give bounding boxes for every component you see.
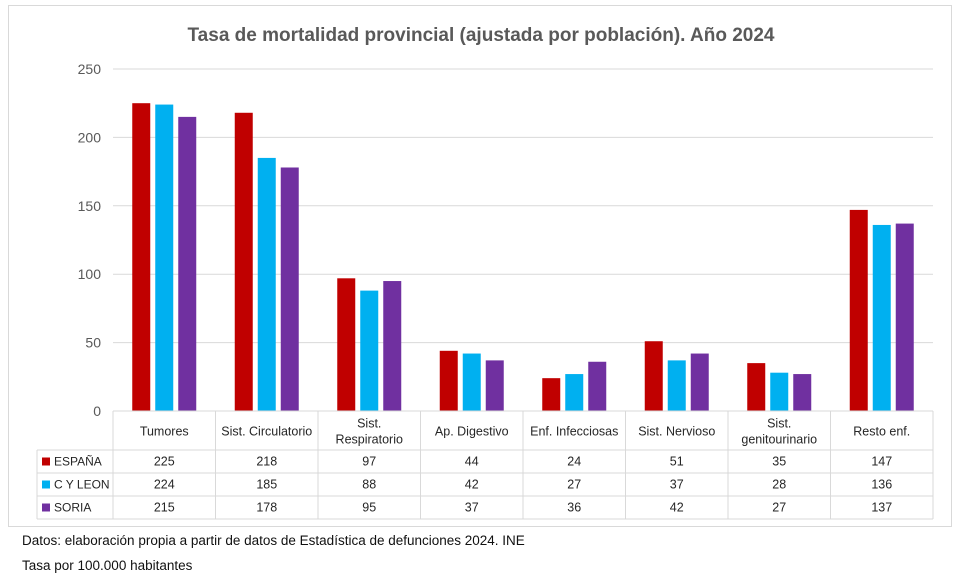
data-label: 97: [362, 455, 376, 469]
bar: [588, 361, 607, 411]
bar: [485, 360, 504, 411]
data-label: 44: [465, 455, 479, 469]
bar: [178, 116, 197, 411]
bar: [667, 360, 686, 411]
unit-note: Tasa por 100.000 habitantes: [22, 558, 193, 573]
category-label: genitourinario: [741, 433, 817, 447]
data-label: 27: [772, 501, 786, 515]
y-tick-label: 250: [78, 61, 102, 77]
bar: [155, 104, 174, 412]
category-label: Sist.: [357, 417, 381, 431]
category-label: Tumores: [140, 425, 189, 439]
data-label: 147: [871, 455, 892, 469]
data-label: 35: [772, 455, 786, 469]
bar: [747, 363, 766, 411]
category-label: Resto enf.: [853, 425, 910, 439]
y-tick-label: 100: [78, 266, 102, 282]
data-label: 36: [567, 501, 581, 515]
y-tick-label: 150: [78, 198, 102, 214]
legend-label: C Y LEON: [54, 478, 110, 492]
data-label: 88: [362, 478, 376, 492]
legend-key: [42, 503, 50, 512]
bar: [360, 290, 379, 411]
data-label: 42: [465, 478, 479, 492]
bar: [770, 372, 789, 411]
bar: [542, 378, 561, 411]
data-label: 42: [670, 501, 684, 515]
bar: [565, 374, 584, 411]
data-label: 178: [256, 501, 277, 515]
data-label: 28: [772, 478, 786, 492]
data-label: 218: [256, 455, 277, 469]
data-label: 37: [670, 478, 684, 492]
bar: [234, 112, 253, 411]
data-label: 24: [567, 455, 581, 469]
source-note: Datos: elaboración propia a partir de da…: [22, 533, 525, 548]
data-label: 224: [154, 478, 175, 492]
legend-label: SORIA: [54, 501, 91, 515]
category-label: Respiratorio: [336, 433, 403, 447]
bar: [337, 278, 356, 411]
bar: [132, 103, 151, 411]
chart-area: Tasa de mortalidad provincial (ajustada …: [8, 5, 952, 527]
data-label: 215: [154, 501, 175, 515]
category-label: Enf. Infecciosas: [530, 425, 618, 439]
data-label: 27: [567, 478, 581, 492]
bar: [849, 209, 868, 411]
data-label: 137: [871, 501, 892, 515]
bar: [895, 223, 914, 411]
bar: [872, 224, 891, 411]
bar: [644, 341, 663, 411]
y-tick-label: 200: [78, 129, 102, 145]
bar: [257, 157, 276, 411]
bar: [793, 374, 812, 411]
data-label: 51: [670, 455, 684, 469]
data-label: 136: [871, 478, 892, 492]
y-tick-label: 50: [85, 335, 101, 351]
category-label: Sist.: [767, 417, 791, 431]
bar-chart: Tasa de mortalidad provincial (ajustada …: [36, 25, 934, 520]
data-label: 95: [362, 501, 376, 515]
y-tick-label: 0: [93, 403, 101, 419]
data-label: 37: [465, 501, 479, 515]
category-label: Sist. Nervioso: [638, 425, 715, 439]
category-label: Ap. Digestivo: [435, 425, 509, 439]
data-label: 185: [256, 478, 277, 492]
bar: [690, 353, 709, 411]
data-label: 225: [154, 455, 175, 469]
chart-title: Tasa de mortalidad provincial (ajustada …: [187, 25, 774, 46]
legend-label: ESPAÑA: [54, 455, 102, 469]
bar: [383, 281, 402, 411]
legend-key: [42, 480, 50, 489]
bar: [462, 353, 481, 411]
category-label: Sist. Circulatorio: [221, 425, 312, 439]
bar: [280, 167, 299, 411]
bar: [439, 350, 458, 411]
legend-key: [42, 457, 50, 466]
